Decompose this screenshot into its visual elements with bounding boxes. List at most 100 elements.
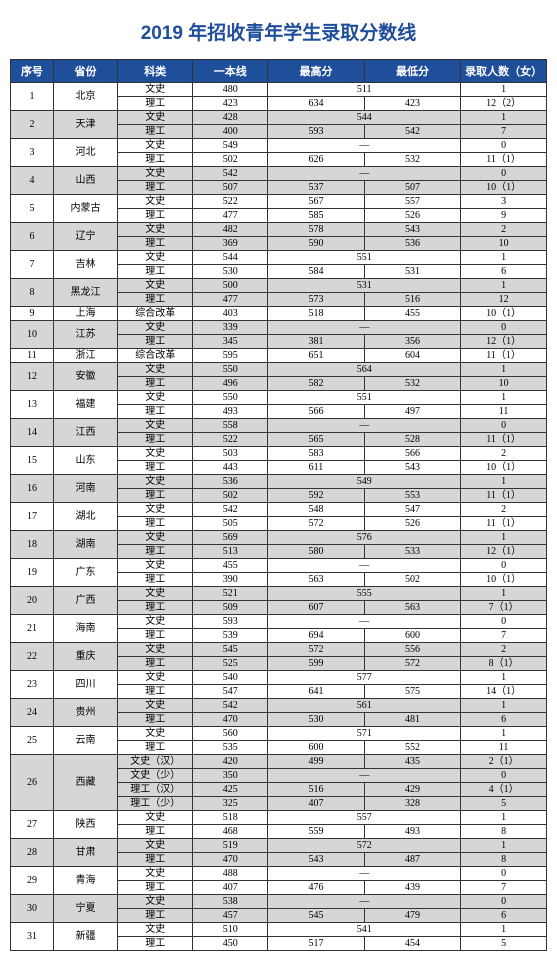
cell-high-low: 541 [268, 923, 461, 937]
cell-no: 20 [11, 587, 54, 615]
cell-count: 11（1） [461, 517, 547, 531]
cell-subject: 理工 [118, 125, 193, 139]
table-row: 12安徽文史5505641 [11, 363, 547, 377]
cell-high-low: 557 [268, 811, 461, 825]
cell-high-low: 551 [268, 391, 461, 405]
cell-high: 559 [268, 825, 364, 839]
table-row: 22重庆文史5455725562 [11, 643, 547, 657]
cell-high: 600 [268, 741, 364, 755]
cell-subject: 文史（汉） [118, 755, 193, 769]
cell-province: 宁夏 [53, 895, 117, 923]
cell-count: 8 [461, 853, 547, 867]
cell-subject: 文史 [118, 83, 193, 97]
table-row: 4山西文史542—0 [11, 167, 547, 181]
cell-count: 11（1） [461, 489, 547, 503]
cell-line: 403 [193, 307, 268, 321]
cell-no: 13 [11, 391, 54, 419]
cell-line: 477 [193, 209, 268, 223]
cell-low: 604 [364, 349, 460, 363]
cell-high-low: — [268, 139, 461, 153]
cell-no: 15 [11, 447, 54, 475]
cell-line: 400 [193, 125, 268, 139]
cell-no: 24 [11, 699, 54, 727]
cell-high: 583 [268, 447, 364, 461]
cell-subject: 文史 [118, 419, 193, 433]
cell-no: 17 [11, 503, 54, 531]
cell-subject: 综合改革 [118, 349, 193, 363]
cell-high: 694 [268, 629, 364, 643]
cell-high: 563 [268, 573, 364, 587]
cell-province: 广西 [53, 587, 117, 615]
cell-line: 547 [193, 685, 268, 699]
col-header: 省份 [53, 60, 117, 83]
table-row: 30宁夏文史538—0 [11, 895, 547, 909]
cell-count: 0 [461, 559, 547, 573]
cell-count: 12（1） [461, 545, 547, 559]
table-row: 13福建文史5505511 [11, 391, 547, 405]
cell-high: 499 [268, 755, 364, 769]
cell-count: 1 [461, 587, 547, 601]
cell-low: 439 [364, 881, 460, 895]
cell-line: 502 [193, 489, 268, 503]
cell-low: 543 [364, 223, 460, 237]
cell-subject: 文史 [118, 531, 193, 545]
table-row: 10江苏文史339—0 [11, 321, 547, 335]
cell-high: 611 [268, 461, 364, 475]
cell-subject: 文史（少） [118, 769, 193, 783]
cell-subject: 理工 [118, 909, 193, 923]
cell-count: 1 [461, 531, 547, 545]
cell-line: 539 [193, 629, 268, 643]
cell-low: 454 [364, 937, 460, 951]
cell-subject: 理工（汉） [118, 783, 193, 797]
cell-high: 566 [268, 405, 364, 419]
cell-subject: 文史 [118, 671, 193, 685]
cell-line: 530 [193, 265, 268, 279]
cell-count: 1 [461, 727, 547, 741]
cell-count: 2 [461, 503, 547, 517]
cell-subject: 文史 [118, 811, 193, 825]
cell-line: 518 [193, 811, 268, 825]
cell-subject: 文史 [118, 923, 193, 937]
cell-low: 435 [364, 755, 460, 769]
cell-low: 328 [364, 797, 460, 811]
cell-high: 543 [268, 853, 364, 867]
cell-high: 545 [268, 909, 364, 923]
cell-count: 11 [461, 741, 547, 755]
cell-subject: 文史 [118, 279, 193, 293]
cell-count: 0 [461, 769, 547, 783]
cell-count: 1 [461, 923, 547, 937]
cell-low: 502 [364, 573, 460, 587]
cell-low: 536 [364, 237, 460, 251]
cell-no: 1 [11, 83, 54, 111]
cell-line: 542 [193, 699, 268, 713]
cell-line: 500 [193, 279, 268, 293]
score-table: 序号省份科类一本线最高分最低分录取人数（女） 1北京文史4805111理工423… [10, 59, 547, 951]
cell-high: 599 [268, 657, 364, 671]
cell-no: 5 [11, 195, 54, 223]
cell-low: 526 [364, 209, 460, 223]
cell-low: 532 [364, 377, 460, 391]
cell-subject: 理工 [118, 545, 193, 559]
cell-low: 563 [364, 601, 460, 615]
col-header: 序号 [11, 60, 54, 83]
cell-province: 广东 [53, 559, 117, 587]
table-row: 26西藏文史（汉）4204994352（1） [11, 755, 547, 769]
cell-low: 556 [364, 643, 460, 657]
cell-subject: 综合改革 [118, 307, 193, 321]
cell-count: 10（1） [461, 181, 547, 195]
cell-low: 553 [364, 489, 460, 503]
cell-line: 595 [193, 349, 268, 363]
cell-subject: 理工 [118, 335, 193, 349]
cell-subject: 理工 [118, 937, 193, 951]
table-row: 9上海综合改革40351845510（1） [11, 307, 547, 321]
cell-low: 552 [364, 741, 460, 755]
cell-line: 470 [193, 853, 268, 867]
cell-high: 651 [268, 349, 364, 363]
cell-high: 634 [268, 97, 364, 111]
cell-line: 425 [193, 783, 268, 797]
cell-high-low: 561 [268, 699, 461, 713]
cell-no: 9 [11, 307, 54, 321]
cell-no: 25 [11, 727, 54, 755]
cell-line: 519 [193, 839, 268, 853]
cell-province: 陕西 [53, 811, 117, 839]
